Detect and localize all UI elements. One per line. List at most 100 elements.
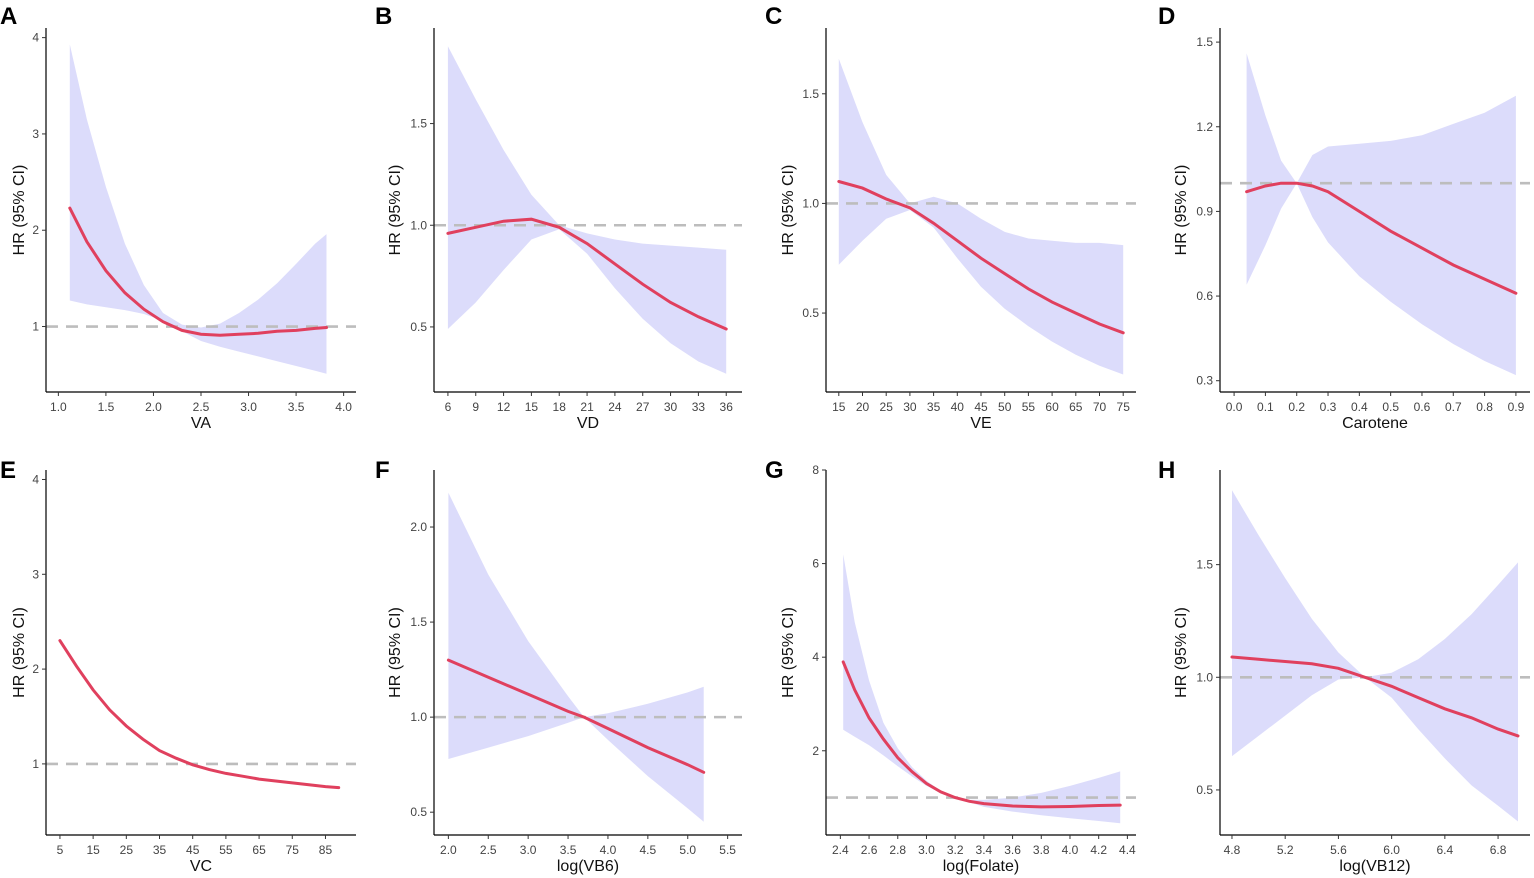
y-tick-label-g: 4 (812, 650, 819, 664)
x-tick-label-d: 0.5 (1382, 400, 1399, 414)
x-tick-label-a: 1.0 (50, 400, 67, 414)
y-axis-label-h: HR (95% CI) (1173, 607, 1190, 698)
x-tick-label-g: 3.4 (976, 843, 993, 857)
y-tick-label-a: 2 (32, 223, 39, 237)
panel-letter-d: D (1158, 3, 1175, 30)
x-axis-label-e: VC (190, 858, 212, 875)
y-tick-label-a: 1 (32, 320, 39, 334)
y-axis-label-g: HR (95% CI) (780, 607, 797, 698)
x-tick-label-d: 0.9 (1508, 400, 1525, 414)
x-tick-label-b: 21 (580, 400, 594, 414)
ci-band-a (69, 44, 327, 374)
hr-curve-h (1230, 655, 1520, 738)
y-tick-label-b: 0.5 (410, 320, 427, 334)
x-tick-label-e: 25 (120, 843, 134, 857)
x-tick-label-c: 75 (1117, 400, 1131, 414)
hr-curve-e (58, 639, 341, 790)
y-tick-label-d: 0.6 (1196, 289, 1213, 303)
x-tick-label-f: 5.5 (719, 843, 736, 857)
y-tick-label-g: 8 (812, 463, 819, 477)
y-tick-label-d: 1.2 (1196, 120, 1213, 134)
x-tick-label-c: 20 (856, 400, 870, 414)
x-tick-label-c: 30 (903, 400, 917, 414)
hr-curve-d (1245, 181, 1518, 295)
ci-band-c (838, 58, 1124, 375)
hr-curve-a (68, 206, 328, 337)
x-tick-label-b: 15 (525, 400, 539, 414)
y-tick-label-f: 2.0 (410, 520, 427, 534)
x-axis-label-h: log(VB12) (1339, 858, 1410, 875)
x-tick-label-h: 5.6 (1330, 843, 1347, 857)
y-tick-label-c: 0.5 (802, 306, 819, 320)
x-axis-label-b: VD (577, 415, 599, 432)
panel-letter-b: B (375, 3, 392, 30)
x-tick-label-b: 9 (472, 400, 479, 414)
hr-curve-g (841, 660, 1122, 809)
x-tick-label-f: 2.5 (480, 843, 497, 857)
y-tick-label-d: 0.3 (1196, 374, 1213, 388)
y-axis-label-c: HR (95% CI) (780, 165, 797, 256)
x-tick-label-a: 1.5 (98, 400, 115, 414)
ci-band-h (1232, 490, 1518, 822)
x-tick-label-d: 0.3 (1320, 400, 1337, 414)
x-tick-label-h: 6.8 (1490, 843, 1507, 857)
y-tick-label-h: 0.5 (1196, 783, 1213, 797)
panel-letter-e: E (0, 457, 16, 484)
hr-curve-f (446, 658, 706, 774)
x-tick-label-g: 4.2 (1090, 843, 1107, 857)
y-tick-label-g: 2 (812, 744, 819, 758)
panel-letter-h: H (1158, 457, 1175, 484)
x-tick-label-g: 2.4 (832, 843, 849, 857)
x-tick-label-g: 3.0 (918, 843, 935, 857)
ci-band-b (447, 46, 727, 374)
x-axis-label-c: VE (970, 415, 991, 432)
x-tick-label-b: 27 (636, 400, 650, 414)
x-tick-label-c: 35 (927, 400, 941, 414)
x-tick-label-e: 15 (86, 843, 100, 857)
x-tick-label-c: 70 (1093, 400, 1107, 414)
x-tick-label-b: 18 (553, 400, 567, 414)
x-tick-label-c: 25 (880, 400, 894, 414)
x-tick-label-e: 5 (57, 843, 64, 857)
x-tick-label-d: 0.1 (1257, 400, 1274, 414)
y-axis-label-f: HR (95% CI) (387, 607, 404, 698)
x-tick-label-e: 65 (252, 843, 266, 857)
x-tick-label-c: 60 (1045, 400, 1059, 414)
hr-curve-b (446, 217, 728, 331)
x-tick-label-d: 0.0 (1226, 400, 1243, 414)
x-tick-label-e: 35 (153, 843, 167, 857)
y-tick-label-e: 3 (32, 567, 39, 581)
x-tick-label-b: 12 (497, 400, 511, 414)
x-tick-label-f: 3.0 (520, 843, 537, 857)
x-tick-label-f: 2.0 (440, 843, 457, 857)
y-tick-label-d: 1.5 (1196, 35, 1213, 49)
x-tick-label-a: 3.5 (288, 400, 305, 414)
x-tick-label-h: 5.2 (1277, 843, 1294, 857)
x-tick-label-c: 50 (998, 400, 1012, 414)
y-tick-label-f: 1.5 (410, 615, 427, 629)
x-tick-label-d: 0.8 (1476, 400, 1493, 414)
panel-letter-c: C (765, 3, 782, 30)
x-tick-label-d: 0.6 (1414, 400, 1431, 414)
ci-band-g (843, 554, 1121, 824)
x-tick-label-f: 4.5 (640, 843, 657, 857)
ci-band-f (448, 492, 704, 822)
x-tick-label-b: 36 (720, 400, 734, 414)
x-axis-label-g: log(Folate) (943, 858, 1019, 875)
x-tick-label-c: 40 (951, 400, 965, 414)
x-tick-label-c: 15 (832, 400, 846, 414)
x-tick-label-g: 2.8 (889, 843, 906, 857)
x-tick-label-b: 33 (692, 400, 706, 414)
x-tick-label-f: 5.0 (679, 843, 696, 857)
y-axis-label-e: HR (95% CI) (11, 607, 28, 698)
x-tick-label-f: 3.5 (560, 843, 577, 857)
x-tick-label-e: 75 (286, 843, 300, 857)
y-tick-label-g: 6 (812, 557, 819, 571)
x-tick-label-c: 55 (1022, 400, 1036, 414)
y-tick-label-f: 0.5 (410, 805, 427, 819)
x-tick-label-d: 0.7 (1445, 400, 1462, 414)
x-tick-label-b: 6 (445, 400, 452, 414)
y-tick-label-h: 1.5 (1196, 558, 1213, 572)
x-tick-label-g: 2.6 (861, 843, 878, 857)
